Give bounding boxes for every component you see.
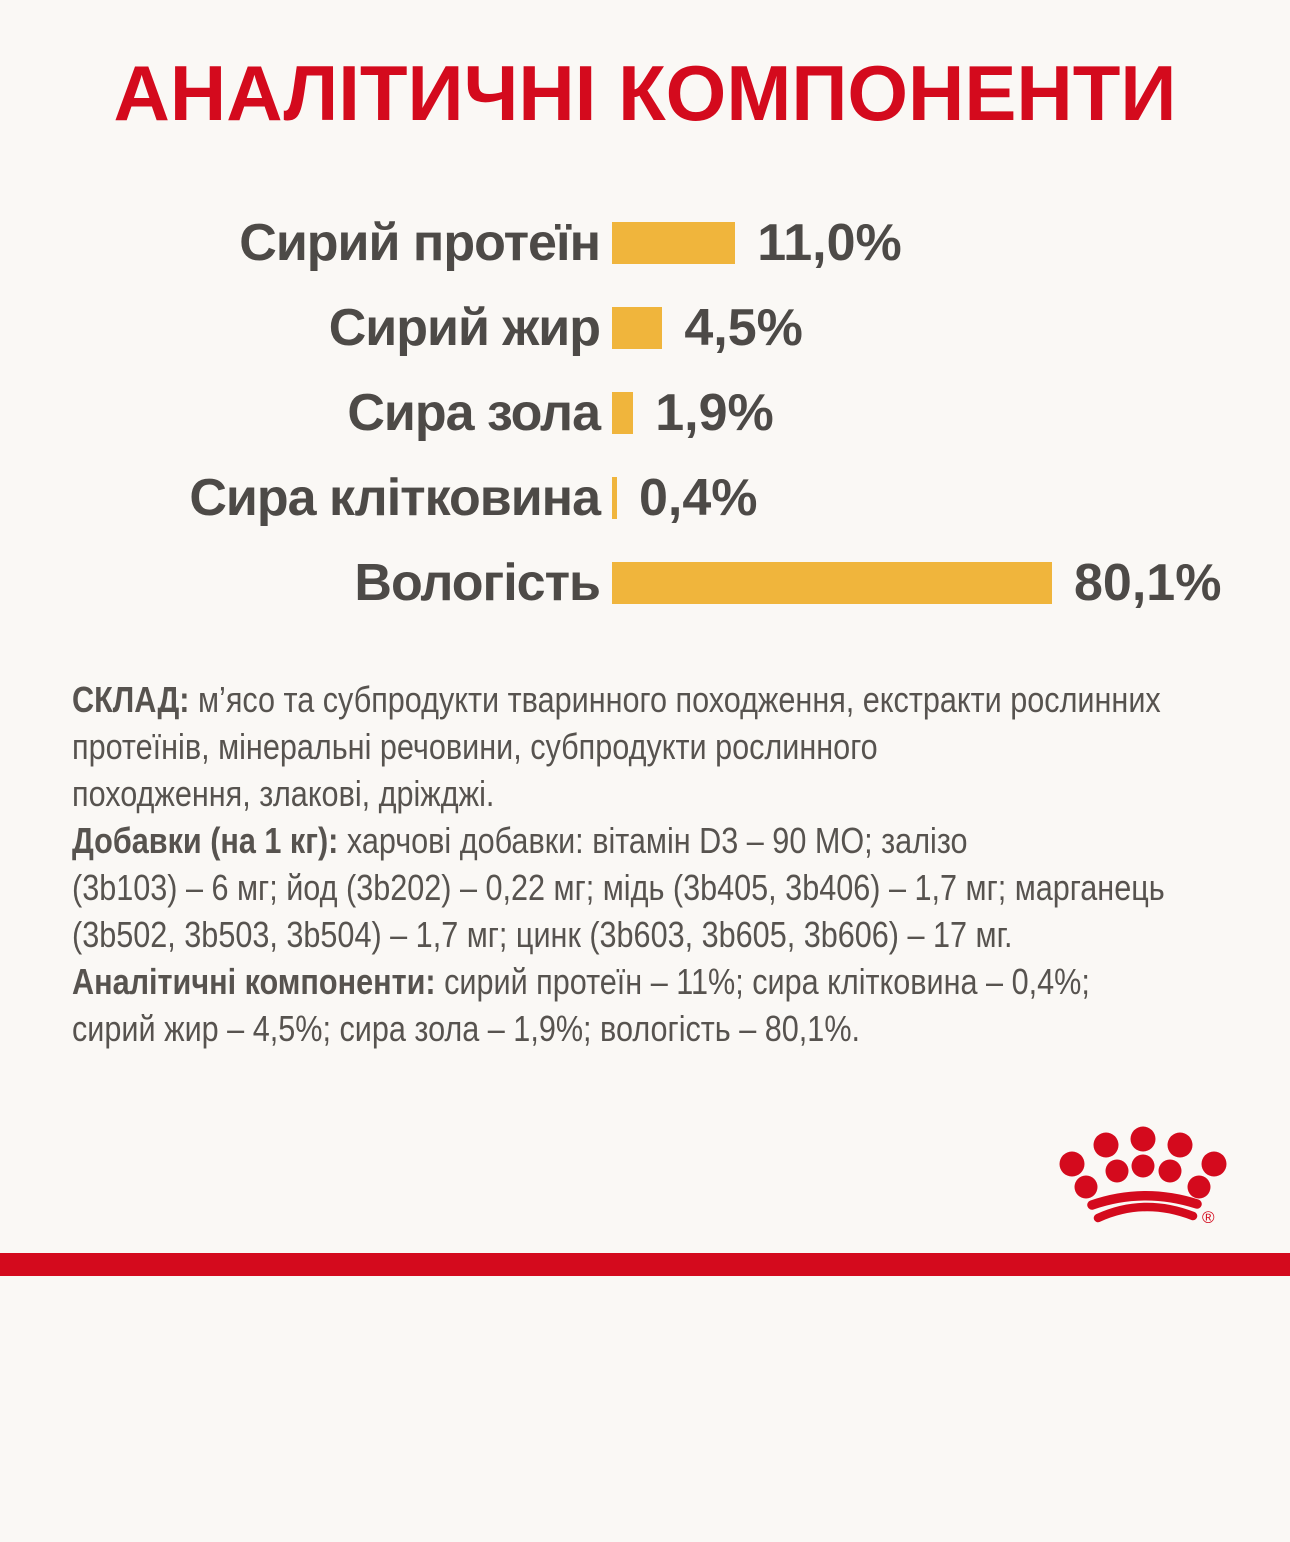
chart-row-fibre: Сира клітковина 0,4% <box>0 455 1290 540</box>
moisture-label: Вологість <box>354 553 601 612</box>
analytical-label: Аналітичні компоненти: <box>72 961 436 1002</box>
composition-label: СКЛАД: <box>72 679 190 720</box>
fat-bar <box>612 306 663 349</box>
composition-text: м’ясо та субпродукти тваринного походжен… <box>72 679 1161 814</box>
additives-paragraph: Добавки (на 1 кг): харчові добавки: віта… <box>72 817 1290 958</box>
footer-red-bar <box>0 1253 1290 1276</box>
fibre-bar <box>612 476 617 519</box>
chart-row-ash: Сира зола 1,9% <box>0 370 1290 455</box>
crown-band <box>1087 1191 1202 1223</box>
registered-trademark-icon: ® <box>1202 1208 1215 1227</box>
analytical-components-chart: Сирий протеїн 11,0% Сирий жир 4,5% Сира … <box>0 200 1290 625</box>
protein-bar <box>612 221 736 264</box>
fat-label: Сирий жир <box>328 298 601 357</box>
analytical-paragraph: Аналітичні компоненти: сирий протеїн – 1… <box>72 958 1290 1052</box>
crown-dots <box>1059 1126 1227 1199</box>
protein-label: Сирий протеїн <box>239 213 601 272</box>
moisture-bar <box>612 561 1052 604</box>
analytical-text: сирий протеїн – 11%; сира клітковина – 0… <box>72 961 1090 1049</box>
chart-row-fat: Сирий жир 4,5% <box>0 285 1290 370</box>
additives-label: Добавки (на 1 кг): <box>72 820 339 861</box>
additives-text: харчові добавки: вітамін D3 – 90 МО; зал… <box>72 820 1165 955</box>
composition-paragraph: СКЛАД: м’ясо та субпродукти тваринного п… <box>72 676 1290 817</box>
chart-row-protein: Сирий протеїн 11,0% <box>0 200 1290 285</box>
fibre-label: Сира клітковина <box>189 468 601 527</box>
page-title: АНАЛІТИЧНІ КОМПОНЕНТИ <box>113 49 1177 137</box>
ash-value: 1,9% <box>655 383 774 442</box>
chart-row-moisture: Вологість 80,1% <box>0 540 1290 625</box>
fibre-value: 0,4% <box>639 468 758 527</box>
protein-value: 11,0% <box>757 213 902 272</box>
moisture-value: 80,1% <box>1074 553 1222 612</box>
ash-label: Сира зола <box>347 383 601 442</box>
fat-value: 4,5% <box>684 298 803 357</box>
ash-bar <box>612 391 634 434</box>
ingredients-text-block: СКЛАД: м’ясо та субпродукти тваринного п… <box>72 676 1290 1052</box>
royal-canin-crown-logo: ® <box>1059 1126 1227 1227</box>
